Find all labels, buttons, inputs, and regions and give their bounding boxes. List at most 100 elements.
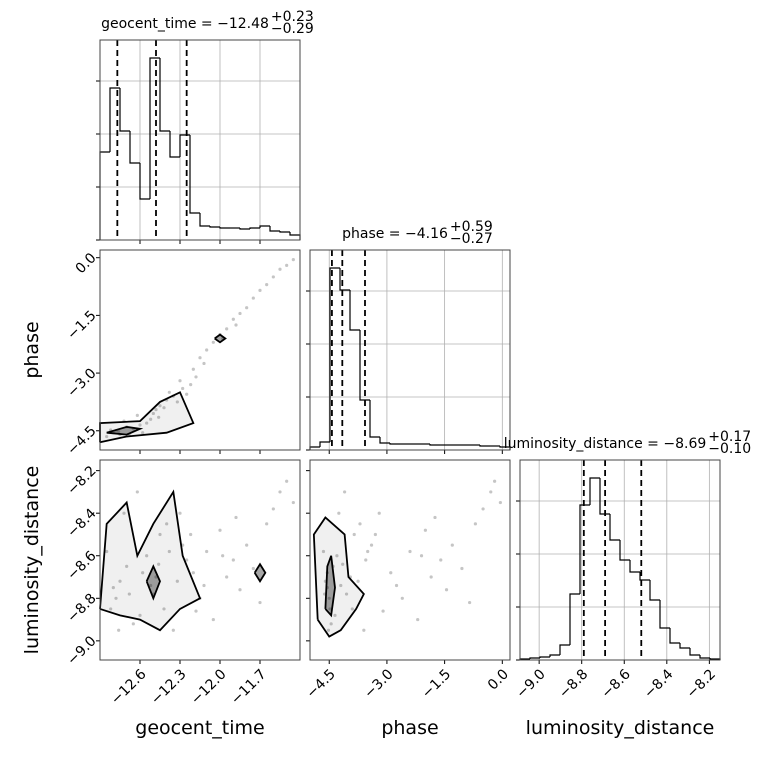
histogram-bin xyxy=(319,441,330,447)
x-tick-label: −8.8 xyxy=(556,666,591,701)
histogram-bin xyxy=(99,151,110,240)
sample-point xyxy=(189,383,193,387)
histogram-bin xyxy=(539,656,550,658)
title-upper: +0.59 xyxy=(450,219,493,235)
y-axis-label: luminosity_distance xyxy=(21,466,43,655)
sample-point xyxy=(178,379,182,383)
histogram-bin xyxy=(569,593,580,645)
sample-point xyxy=(162,406,166,410)
sample-point xyxy=(234,323,238,327)
sample-point xyxy=(175,400,179,404)
sample-point xyxy=(117,628,121,632)
title-lower: −0.29 xyxy=(271,21,314,37)
sample-point xyxy=(416,617,420,622)
sample-point xyxy=(234,515,238,520)
sample-point xyxy=(321,549,326,554)
histogram-bin xyxy=(429,444,440,446)
sample-point xyxy=(145,554,149,558)
histogram-bin xyxy=(259,225,270,228)
sample-point xyxy=(493,479,497,483)
sample-point xyxy=(157,415,161,419)
sample-point xyxy=(117,429,121,434)
contour xyxy=(312,516,365,638)
sample-point xyxy=(167,390,171,394)
sample-point xyxy=(138,423,142,427)
sample-point xyxy=(285,263,289,267)
sample-point xyxy=(202,583,206,588)
histogram-bin xyxy=(549,654,560,657)
sample-point xyxy=(138,613,142,617)
histogram-bin xyxy=(529,657,540,659)
sample-point xyxy=(118,579,122,583)
y-tick-label: −9.0 xyxy=(64,633,99,668)
sample-point xyxy=(162,607,166,611)
sample-point xyxy=(191,367,195,371)
sample-point xyxy=(194,375,198,379)
sample-point xyxy=(221,554,225,558)
sample-point xyxy=(149,583,153,588)
panel-title: geocent_time = −12.48 xyxy=(101,16,269,32)
sample-point xyxy=(114,596,118,600)
x-tick-label: −12.0 xyxy=(188,666,230,708)
histogram-bin xyxy=(599,478,610,515)
x-tick-label: −12.3 xyxy=(148,666,190,708)
sample-point xyxy=(238,588,242,592)
x-tick-label: −8.2 xyxy=(684,666,719,701)
sample-point xyxy=(141,431,145,435)
histogram-bin xyxy=(389,443,400,445)
sample-point xyxy=(131,622,135,626)
x-tick-label: −8.4 xyxy=(641,666,676,701)
sample-point xyxy=(337,511,341,515)
x-tick-label: −12.6 xyxy=(108,666,150,708)
x-tick-label: −8.6 xyxy=(599,666,634,701)
y-tick-label: −3.0 xyxy=(64,365,99,400)
title-upper: +0.17 xyxy=(708,429,751,445)
sample-point xyxy=(238,311,242,316)
histogram-bin xyxy=(249,227,260,229)
sample-point xyxy=(181,386,185,391)
histogram-bin xyxy=(269,226,280,232)
panel-title: phase = −4.16 xyxy=(342,226,448,242)
panel-frame xyxy=(519,459,721,661)
sample-point xyxy=(356,579,360,583)
sample-point xyxy=(364,558,368,562)
sample-point xyxy=(225,327,229,331)
sample-point xyxy=(473,522,477,526)
histogram-bin xyxy=(669,628,680,644)
histogram-bin xyxy=(629,560,640,573)
y-tick-label: 0.0 xyxy=(73,250,100,277)
histogram-bin xyxy=(479,445,490,447)
sample-point xyxy=(178,511,182,515)
x-tick-label: −1.5 xyxy=(419,666,454,701)
histogram-bin xyxy=(659,600,670,629)
histogram-bin xyxy=(689,648,700,656)
sample-point xyxy=(185,558,189,562)
sample-point xyxy=(135,490,139,494)
x-tick-label: −9.0 xyxy=(513,666,548,701)
sample-point xyxy=(105,434,109,439)
sample-point xyxy=(285,479,289,483)
histogram-bin xyxy=(149,57,160,199)
sample-point xyxy=(429,575,433,579)
panel-frame xyxy=(99,249,301,451)
sample-point xyxy=(326,628,331,632)
sample-point xyxy=(111,586,115,590)
sample-point xyxy=(341,562,345,566)
scatter-points xyxy=(105,479,295,632)
contour xyxy=(145,564,161,601)
histogram-bin xyxy=(339,268,350,291)
sample-point xyxy=(291,258,295,262)
sample-point xyxy=(175,579,179,583)
sample-point xyxy=(450,543,454,547)
histogram-bin xyxy=(359,330,370,401)
sample-point xyxy=(362,628,366,632)
panel-frame xyxy=(99,39,301,241)
histogram-bin xyxy=(159,58,170,132)
sample-point xyxy=(135,413,139,417)
sample-point xyxy=(327,596,331,600)
sample-point xyxy=(258,288,262,292)
sample-point xyxy=(109,607,113,611)
histogram-bin xyxy=(329,267,340,442)
sample-point xyxy=(333,613,337,617)
